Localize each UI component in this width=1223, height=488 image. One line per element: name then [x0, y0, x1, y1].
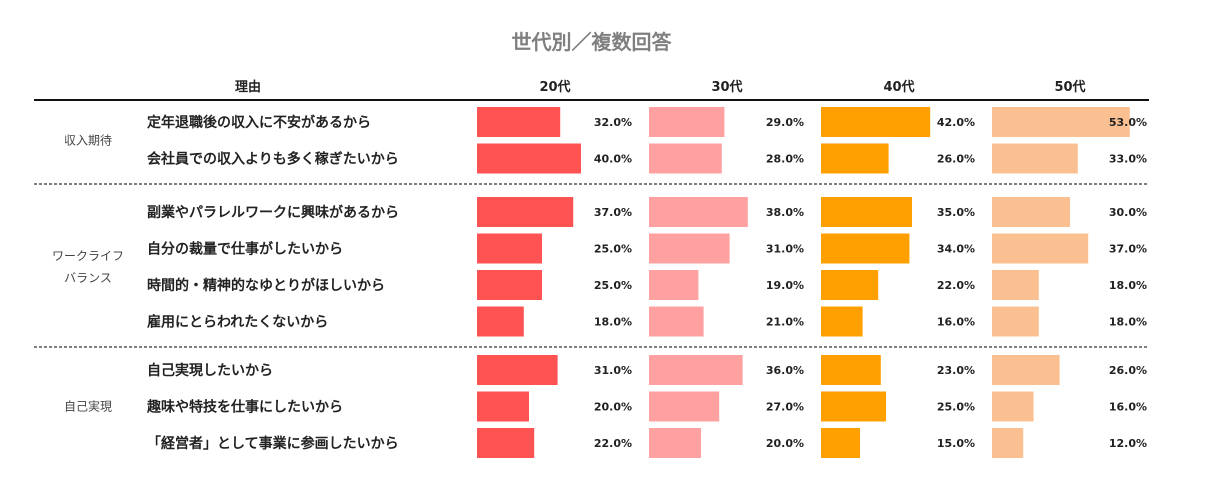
value-label: 31.0%	[766, 243, 804, 256]
bar-50代	[992, 428, 1024, 458]
bar-50代	[992, 197, 1070, 227]
group-label: バランス	[64, 271, 112, 285]
value-label: 18.0%	[1109, 279, 1147, 292]
bar-40代	[821, 270, 879, 300]
bar-20代	[477, 107, 561, 137]
value-label: 15.0%	[937, 437, 975, 450]
value-label: 16.0%	[1109, 401, 1147, 414]
value-label: 19.0%	[766, 279, 804, 292]
bar-50代	[992, 107, 1130, 137]
bar-40代	[821, 143, 889, 174]
bar-20代	[477, 143, 581, 174]
bar-40代	[821, 428, 860, 458]
value-label: 16.0%	[937, 316, 975, 329]
bar-50代	[992, 270, 1039, 300]
bar-30代	[649, 233, 730, 264]
bar-20代	[477, 270, 542, 300]
bar-40代	[821, 391, 886, 422]
value-label: 37.0%	[594, 206, 632, 219]
bar-40代	[821, 233, 910, 264]
bar-50代	[992, 355, 1060, 385]
bar-20代	[477, 197, 574, 227]
bar-20代	[477, 391, 529, 422]
bar-20代	[477, 233, 542, 264]
reason-label: 雇用にとらわれたくないから	[147, 314, 328, 331]
value-label: 42.0%	[937, 116, 975, 129]
value-label: 22.0%	[594, 437, 632, 450]
group-label: ワークライフ	[52, 249, 124, 263]
value-label: 35.0%	[937, 206, 975, 219]
reason-label: 趣味や特技を仕事にしたいから	[146, 399, 343, 416]
value-label: 29.0%	[766, 116, 804, 129]
value-label: 30.0%	[1109, 206, 1147, 219]
series-header-1: 20代	[539, 79, 570, 95]
value-label: 12.0%	[1109, 437, 1147, 450]
value-label: 25.0%	[594, 279, 632, 292]
value-label: 33.0%	[1109, 153, 1147, 166]
value-label: 22.0%	[937, 279, 975, 292]
bar-40代	[821, 197, 912, 227]
reason-label: 時間的・精神的なゆとりがほしいから	[147, 277, 385, 294]
value-label: 26.0%	[1109, 364, 1147, 377]
bar-50代	[992, 233, 1089, 264]
value-label: 20.0%	[594, 401, 632, 414]
value-label: 31.0%	[594, 364, 632, 377]
bar-30代	[649, 143, 722, 174]
chart-title: 世代別／複数回答	[511, 30, 672, 54]
bar-50代	[992, 306, 1039, 337]
bar-40代	[821, 355, 881, 385]
value-label: 27.0%	[766, 401, 804, 414]
series-header-2: 30代	[711, 79, 742, 95]
value-label: 25.0%	[937, 401, 975, 414]
reason-label: 副業やパラレルワークに興味があるから	[147, 204, 399, 221]
value-label: 18.0%	[1109, 316, 1147, 329]
reason-label: 定年退職後の収入に不安があるから	[147, 114, 371, 131]
group-label: 自己実現	[64, 399, 112, 414]
bar-30代	[649, 107, 725, 137]
value-label: 28.0%	[766, 153, 804, 166]
bar-30代	[649, 197, 748, 227]
reason-label: 会社員での収入よりも多く稼ぎたいから	[147, 151, 399, 168]
bar-40代	[821, 306, 863, 337]
value-label: 38.0%	[766, 206, 804, 219]
bar-30代	[649, 355, 743, 385]
value-label: 18.0%	[594, 316, 632, 329]
reason-header: 理由	[235, 79, 261, 95]
bar-20代	[477, 306, 524, 337]
value-label: 26.0%	[937, 153, 975, 166]
bar-30代	[649, 270, 699, 300]
value-label: 40.0%	[594, 153, 632, 166]
reason-label: 「経営者」として事業に参画したいから	[147, 435, 399, 452]
bar-20代	[477, 428, 535, 458]
bar-50代	[992, 391, 1034, 422]
value-label: 32.0%	[594, 116, 632, 129]
value-label: 23.0%	[937, 364, 975, 377]
reason-label: 自己実現したいから	[147, 362, 273, 379]
value-label: 34.0%	[937, 243, 975, 256]
value-label: 36.0%	[766, 364, 804, 377]
series-header-3: 40代	[883, 79, 914, 95]
series-header-4: 50代	[1054, 79, 1085, 95]
bar-50代	[992, 143, 1078, 174]
value-label: 25.0%	[594, 243, 632, 256]
bar-30代	[649, 428, 701, 458]
value-label: 37.0%	[1109, 243, 1147, 256]
bar-30代	[649, 306, 704, 337]
group-label: 収入期待	[64, 133, 112, 147]
reason-label: 自分の裁量で仕事がしたいから	[147, 241, 343, 258]
bar-40代	[821, 107, 931, 137]
bar-20代	[477, 355, 558, 385]
value-label: 20.0%	[766, 437, 804, 450]
value-label: 53.0%	[1109, 116, 1147, 129]
value-label: 21.0%	[766, 316, 804, 329]
bar-30代	[649, 391, 720, 422]
